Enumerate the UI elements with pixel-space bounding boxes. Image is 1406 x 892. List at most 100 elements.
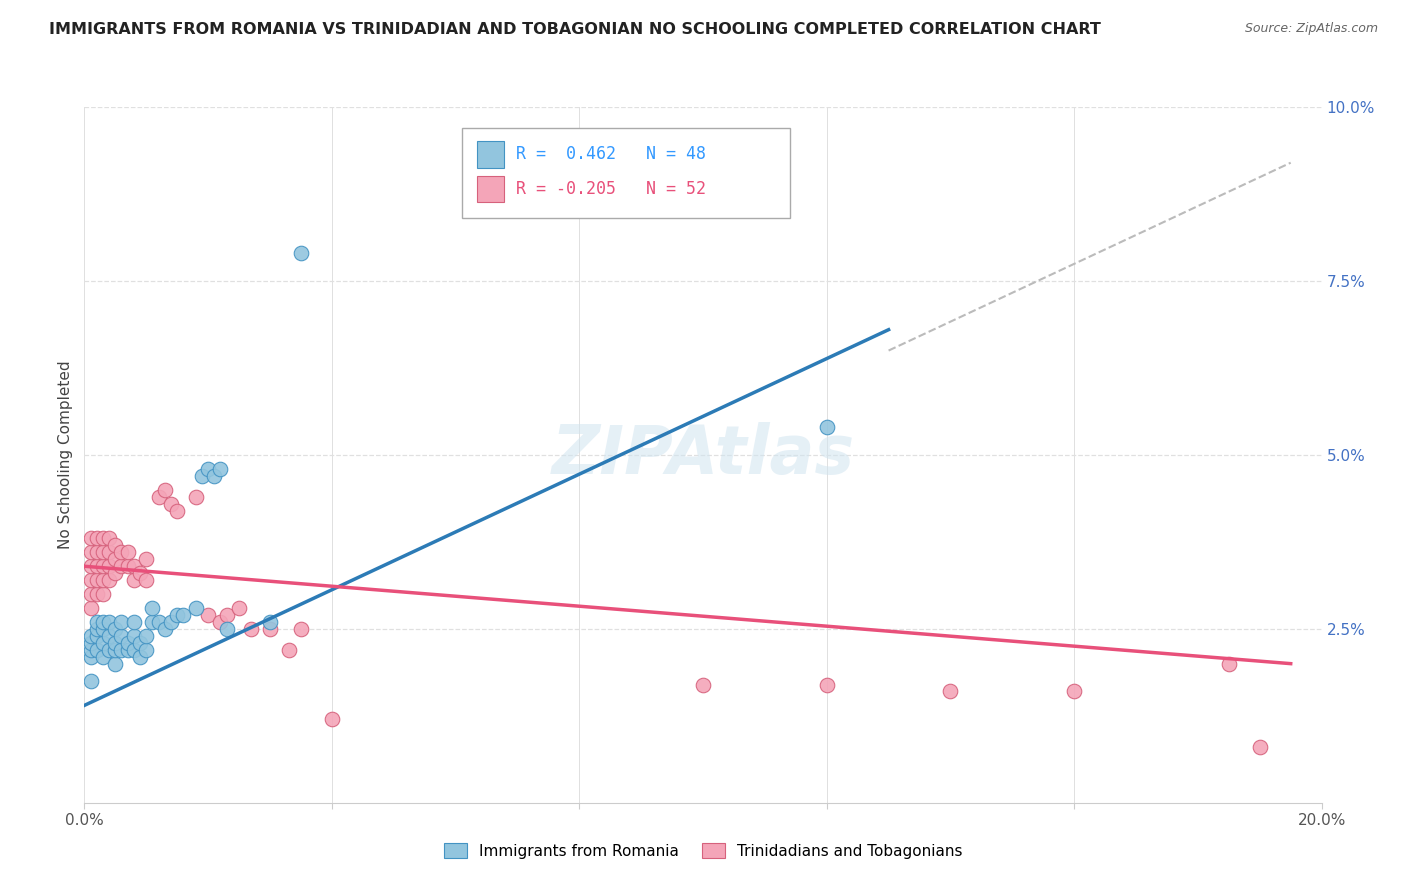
Point (110, 642, 132, 657)
Text: R = -0.205   N = 52: R = -0.205 N = 52 (516, 180, 706, 198)
Point (91, 559, 114, 574)
Point (98, 642, 121, 657)
Point (86, 573, 108, 587)
Point (135, 642, 157, 657)
Bar (477, 176, 503, 202)
Point (91, 622, 114, 636)
Point (104, 552, 127, 566)
Text: Source: ZipAtlas.com: Source: ZipAtlas.com (1244, 22, 1378, 36)
Point (321, 712, 343, 726)
Text: IMMIGRANTS FROM ROMANIA VS TRINIDADIAN AND TOBAGONIAN NO SCHOOLING COMPLETED COR: IMMIGRANTS FROM ROMANIA VS TRINIDADIAN A… (49, 22, 1101, 37)
Point (184, 601, 207, 615)
Point (166, 607, 188, 622)
Point (110, 545, 132, 559)
Point (98, 629, 121, 643)
Point (277, 642, 299, 657)
Point (86, 559, 108, 574)
Point (79, 629, 101, 643)
Bar (477, 141, 503, 168)
Point (91, 545, 114, 559)
Point (98, 559, 121, 574)
Point (117, 636, 139, 650)
Point (215, 607, 238, 622)
Point (129, 566, 152, 581)
Point (135, 573, 157, 587)
Point (117, 642, 139, 657)
Point (135, 629, 157, 643)
FancyBboxPatch shape (461, 128, 790, 219)
Point (209, 615, 232, 629)
Point (209, 462, 232, 476)
Point (110, 629, 132, 643)
Point (79, 559, 101, 574)
Point (86, 622, 108, 636)
Point (160, 497, 183, 511)
Point (104, 636, 127, 650)
Text: ZIPAtlas: ZIPAtlas (551, 422, 855, 488)
Y-axis label: No Schooling Completed: No Schooling Completed (58, 360, 73, 549)
Point (79, 649, 101, 664)
Point (98, 615, 121, 629)
Point (148, 615, 170, 629)
Point (98, 573, 121, 587)
Point (86, 532, 108, 546)
Point (141, 615, 163, 629)
Point (110, 559, 132, 574)
Point (91, 587, 114, 601)
Point (191, 468, 214, 483)
Point (86, 615, 108, 629)
Point (104, 538, 127, 552)
Point (290, 622, 312, 636)
Point (129, 636, 152, 650)
Point (202, 468, 225, 483)
Point (815, 677, 838, 691)
Point (259, 615, 281, 629)
Point (939, 684, 962, 698)
Point (172, 607, 194, 622)
Point (98, 545, 121, 559)
Point (290, 246, 312, 260)
Point (122, 642, 145, 657)
Point (79, 545, 101, 559)
Point (1218, 657, 1240, 671)
Point (153, 483, 176, 497)
Point (79, 532, 101, 546)
Point (79, 642, 101, 657)
Point (79, 601, 101, 615)
Point (91, 573, 114, 587)
Point (160, 615, 183, 629)
Point (228, 601, 250, 615)
Point (79, 636, 101, 650)
Point (91, 615, 114, 629)
Point (148, 490, 170, 504)
Point (86, 629, 108, 643)
Point (141, 601, 163, 615)
Point (259, 622, 281, 636)
Point (91, 649, 114, 664)
Point (104, 657, 127, 671)
Point (240, 622, 263, 636)
Point (166, 503, 188, 517)
Point (117, 545, 139, 559)
Point (184, 490, 207, 504)
Point (1063, 684, 1085, 698)
Point (86, 545, 108, 559)
Point (117, 559, 139, 574)
Point (104, 642, 127, 657)
Point (91, 532, 114, 546)
Point (91, 636, 114, 650)
Point (215, 622, 238, 636)
Point (110, 615, 132, 629)
Point (692, 677, 714, 691)
Point (79, 573, 101, 587)
Point (197, 462, 219, 476)
Point (129, 649, 152, 664)
Point (122, 615, 145, 629)
Point (815, 420, 838, 434)
Point (98, 532, 121, 546)
Point (79, 587, 101, 601)
Point (104, 566, 127, 581)
Legend: Immigrants from Romania, Trinidadians and Tobagonians: Immigrants from Romania, Trinidadians an… (437, 837, 969, 864)
Point (1249, 740, 1271, 755)
Point (197, 607, 219, 622)
